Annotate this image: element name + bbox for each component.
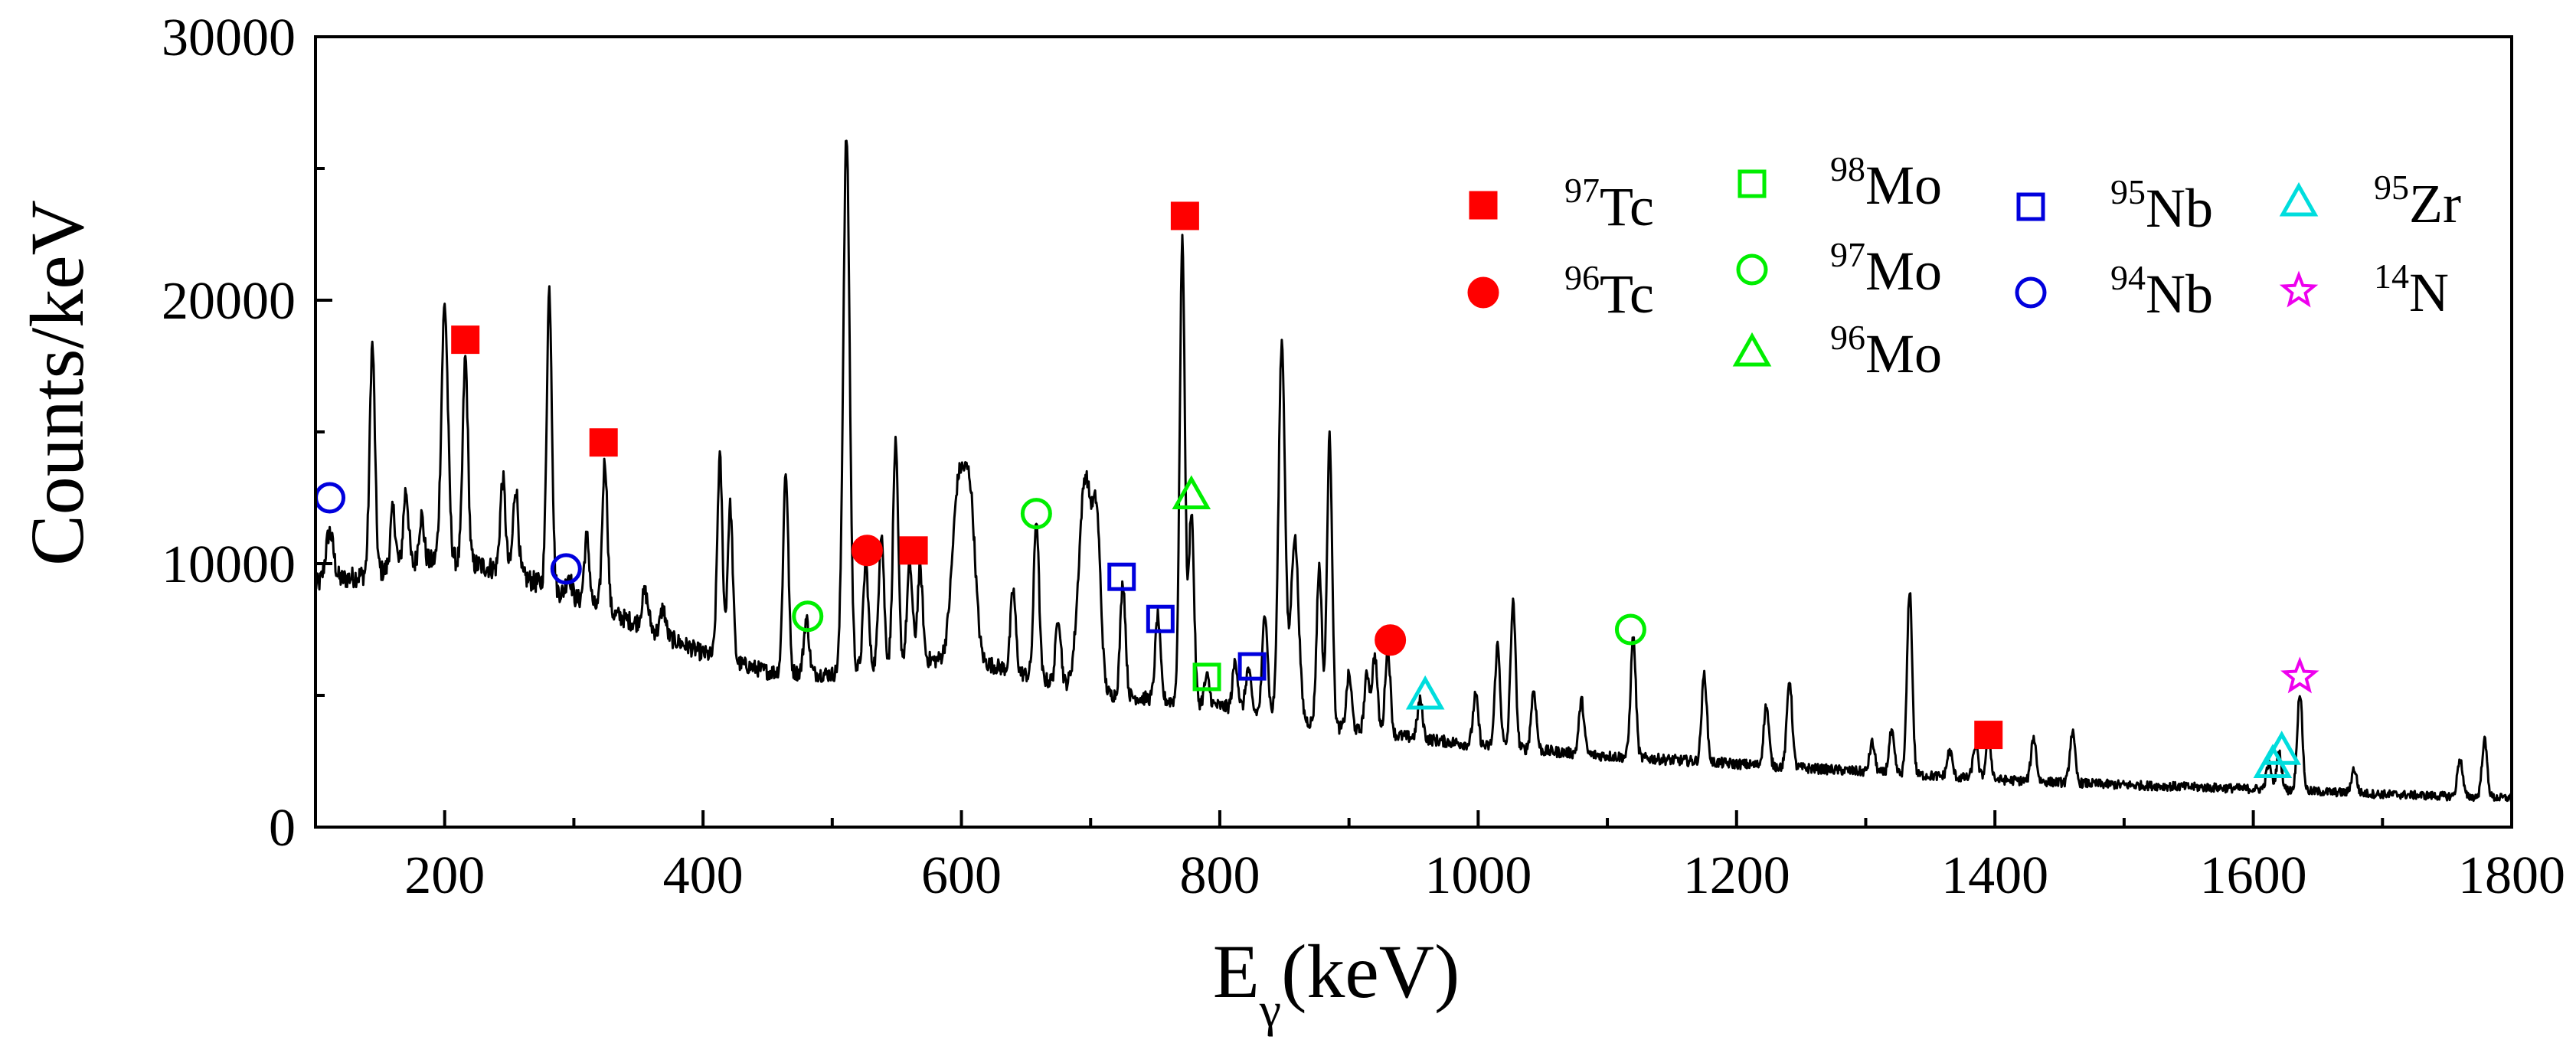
legend-entry-mo97: 97Mo	[1736, 235, 1942, 302]
legend-label-n14: 14N	[2374, 257, 2449, 323]
legend-label-mo98: 98Mo	[1830, 149, 1942, 216]
marker-mo98	[1192, 662, 1221, 692]
x-axis-label-unit: (keV)	[1281, 929, 1460, 1014]
marker-n14	[2280, 656, 2319, 694]
legend-mass-number: 97	[1830, 235, 1865, 274]
x-axis-label: Eγ(keV)	[1213, 929, 1460, 1037]
legend-element: Tc	[1600, 176, 1654, 237]
marker-mo96	[1172, 475, 1211, 510]
legend-element: Tc	[1600, 263, 1654, 325]
y-axis-label: Counts/keV	[15, 200, 100, 566]
legend-mass-number: 95	[2374, 168, 2409, 207]
legend-mass-number: 98	[1830, 149, 1865, 188]
y-tick-label: 30000	[162, 8, 296, 67]
y-tick-label: 10000	[162, 535, 296, 594]
spectrum-series-group	[314, 139, 2513, 803]
legend-marker-mo96	[1732, 332, 1772, 367]
marker-nb94	[314, 482, 346, 514]
legend-element: Nb	[2146, 178, 2213, 239]
legend-element: N	[2409, 262, 2449, 323]
legend-label-mo96: 96Mo	[1830, 318, 1942, 384]
legend-label-tc96: 96Tc	[1564, 258, 1654, 325]
legend-label-tc97: 97Tc	[1564, 171, 1654, 237]
marker-nb95	[1237, 652, 1267, 681]
legend-mass-number: 14	[2374, 257, 2409, 296]
x-axis-label-main: E	[1213, 929, 1260, 1014]
legend-element: Mo	[1865, 240, 1942, 302]
marker-mo97	[1614, 613, 1646, 646]
legend-marker-n14	[2279, 270, 2319, 308]
y-tick-label: 0	[269, 799, 296, 858]
x-tick-label: 1400	[1941, 846, 2048, 905]
legend-marker-mo97	[1736, 253, 1768, 286]
y-tick-label: 20000	[162, 272, 296, 331]
legend-entry-zr95: 95Zr	[2279, 168, 2461, 234]
legend-mass-number: 94	[2110, 258, 2146, 297]
legend-marker-mo98	[1737, 169, 1767, 198]
legend-marker-tc96	[1467, 276, 1499, 309]
x-tick-label: 1200	[1683, 846, 1790, 905]
x-tick-label: 1000	[1424, 846, 1532, 905]
legend-mass-number: 97	[1564, 171, 1600, 210]
legend-element: Mo	[1865, 155, 1942, 216]
legend-mass-number: 95	[2110, 172, 2146, 211]
legend-marker-nb94	[2015, 276, 2047, 309]
marker-nb94	[550, 553, 582, 585]
legend-element: Nb	[2146, 263, 2213, 325]
marker-tc97	[1170, 201, 1199, 231]
legend-element: Mo	[1865, 323, 1942, 384]
ticks-group: 200 400 600 800 1000 1200 1400 1600 1800 0 10000 20…	[162, 8, 2565, 905]
legend-entry-tc97: 97Tc	[1469, 171, 1654, 237]
x-tick-label: 1800	[2458, 846, 2565, 905]
legend-mass-number: 96	[1564, 258, 1600, 297]
legend-marker-nb95	[2016, 192, 2045, 221]
legend-label-mo97: 97Mo	[1830, 235, 1942, 302]
legend-label-nb95: 95Nb	[2110, 172, 2213, 239]
legend-entry-mo96: 96Mo	[1732, 318, 1942, 384]
marker-tc96	[851, 535, 883, 567]
legend-label-nb94: 94Nb	[2110, 258, 2213, 325]
legend-entry-nb94: 94Nb	[2015, 258, 2213, 325]
marker-tc97	[899, 536, 928, 565]
legend-entry-nb95: 95Nb	[2016, 172, 2213, 239]
x-tick-label: 600	[921, 846, 1002, 905]
marker-mo97	[792, 600, 824, 633]
marker-tc97	[1974, 721, 2003, 750]
marker-zr95	[1405, 675, 1445, 710]
legend-label-zr95: 95Zr	[2374, 168, 2461, 234]
legend-marker-tc97	[1469, 191, 1498, 220]
x-tick-label: 800	[1179, 846, 1260, 905]
marker-tc97	[451, 325, 480, 355]
marker-tc96	[1375, 624, 1407, 656]
legend-mass-number: 96	[1830, 318, 1865, 357]
legend-marker-zr95	[2279, 181, 2319, 217]
marker-group	[314, 201, 2319, 778]
legend-entry-mo98: 98Mo	[1737, 149, 1942, 216]
legend-entry-tc96: 96Tc	[1467, 258, 1654, 325]
spectrum-line	[314, 139, 2513, 803]
legend-entry-n14: 14N	[2279, 257, 2449, 323]
marker-nb95	[1146, 604, 1175, 633]
x-tick-label: 200	[404, 846, 485, 905]
legend-element: Zr	[2409, 173, 2461, 234]
marker-mo97	[1020, 498, 1052, 530]
marker-tc97	[589, 428, 618, 457]
marker-nb95	[1107, 562, 1136, 591]
x-axis-label-subscript: γ	[1259, 983, 1281, 1037]
x-tick-label: 400	[663, 846, 744, 905]
x-tick-label: 1600	[2200, 846, 2307, 905]
marker-zr95	[2262, 731, 2301, 765]
